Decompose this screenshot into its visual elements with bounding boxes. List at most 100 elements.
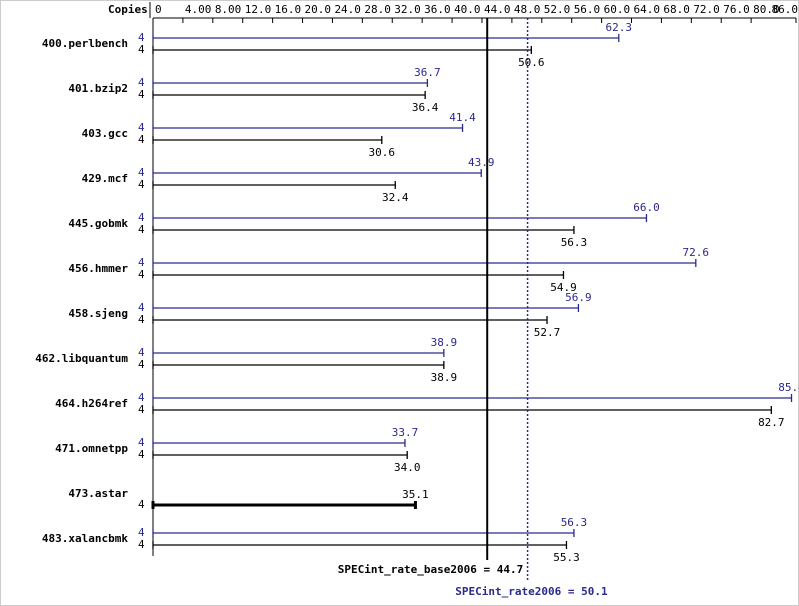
copies-label: 4 [138,448,145,461]
bar [152,79,429,87]
copies-label: 4 [138,268,145,281]
copies-label: 4 [138,211,145,224]
x-tick-label: 44.0 [484,3,511,16]
value-label: 85.4 [778,381,799,394]
bar [152,34,620,42]
value-label: 54.9 [550,281,577,294]
bar [151,501,417,509]
value-label: 66.0 [633,201,660,214]
value-label: 62.3 [606,21,633,34]
x-tick-label: 24.0 [334,3,361,16]
bar [152,91,426,99]
x-tick-label: 0 [155,3,162,16]
value-label: 56.3 [561,516,588,529]
value-label: 56.3 [561,236,588,249]
bar [152,271,565,279]
value-label: 43.9 [468,156,495,169]
value-label: 52.7 [534,326,561,339]
copies-label: 4 [138,31,145,44]
copies-label: 4 [138,223,145,236]
copies-label: 4 [138,436,145,449]
x-tick-label: 80.0 [753,3,780,16]
benchmark-name: 400.perlbench [42,37,128,50]
bar [152,439,406,447]
x-tick-label: 68.0 [663,3,690,16]
bar [152,304,580,312]
bar [152,181,396,189]
benchmark-name: 458.sjeng [68,307,128,320]
x-tick-label: 28.0 [364,3,391,16]
copies-label: 4 [138,256,145,269]
x-tick-label: 8.00 [215,3,242,16]
x-tick-label: 4.00 [185,3,212,16]
x-tick-label: 12.0 [245,3,272,16]
value-label: 35.1 [402,488,429,501]
x-tick-label: 36.0 [424,3,451,16]
benchmark-name: 473.astar [68,487,128,500]
bar [152,394,793,402]
copies-label: 4 [138,358,145,371]
copies-label: 4 [138,498,145,511]
benchmark-name: 462.libquantum [35,352,128,365]
value-label: 38.9 [431,336,458,349]
x-tick-label: 56.0 [574,3,601,16]
x-tick-label: 48.0 [514,3,541,16]
benchmark-name: 456.hmmer [68,262,128,275]
x-tick-label: 20.0 [305,3,332,16]
reference-label: SPECint_rate2006 = 50.1 [455,585,608,598]
x-tick-label: 16.0 [275,3,302,16]
copies-label: 4 [138,166,145,179]
bar [152,349,445,357]
benchmark-name: 445.gobmk [68,217,128,230]
bar [152,451,408,459]
bar [152,316,548,324]
value-label: 55.3 [553,551,580,564]
copies-label: 4 [138,43,145,56]
copies-label: 4 [138,121,145,134]
x-tick-label: 64.0 [634,3,661,16]
bar [152,541,568,549]
copies-label: 4 [138,76,145,89]
copies-label: 4 [138,538,145,551]
x-tick-label: 40.0 [454,3,481,16]
x-tick-label: 72.0 [693,3,720,16]
copies-label: 4 [138,313,145,326]
value-label: 72.6 [683,246,710,259]
bar [152,136,383,144]
bar [152,406,772,414]
benchmark-name: 429.mcf [82,172,128,185]
bar [152,361,445,369]
x-tick-label: 52.0 [544,3,571,16]
x-tick-label: 86.0 [772,3,799,16]
copies-label: 4 [138,391,145,404]
x-axis-label: Copies [108,3,148,16]
benchmark-name: 483.xalancbmk [42,532,128,545]
benchmark-name: 403.gcc [82,127,128,140]
x-tick-label: 76.0 [723,3,750,16]
bar [152,529,575,537]
x-tick-label: 32.0 [394,3,421,16]
value-label: 32.4 [382,191,409,204]
bar [152,46,532,54]
bar [152,214,648,222]
bar [152,259,697,267]
value-label: 38.9 [431,371,458,384]
benchmark-name: 401.bzip2 [68,82,128,95]
value-label: 34.0 [394,461,421,474]
copies-label: 4 [138,178,145,191]
value-label: 50.6 [518,56,545,69]
value-label: 56.9 [565,291,592,304]
copies-label: 4 [138,88,145,101]
benchmark-name: 471.omnetpp [55,442,128,455]
value-label: 36.4 [412,101,439,114]
copies-label: 4 [138,133,145,146]
value-label: 41.4 [449,111,476,124]
copies-label: 4 [138,301,145,314]
value-label: 36.7 [414,66,441,79]
bar [152,226,575,234]
value-label: 30.6 [369,146,396,159]
copies-label: 4 [138,403,145,416]
bar [152,124,464,132]
